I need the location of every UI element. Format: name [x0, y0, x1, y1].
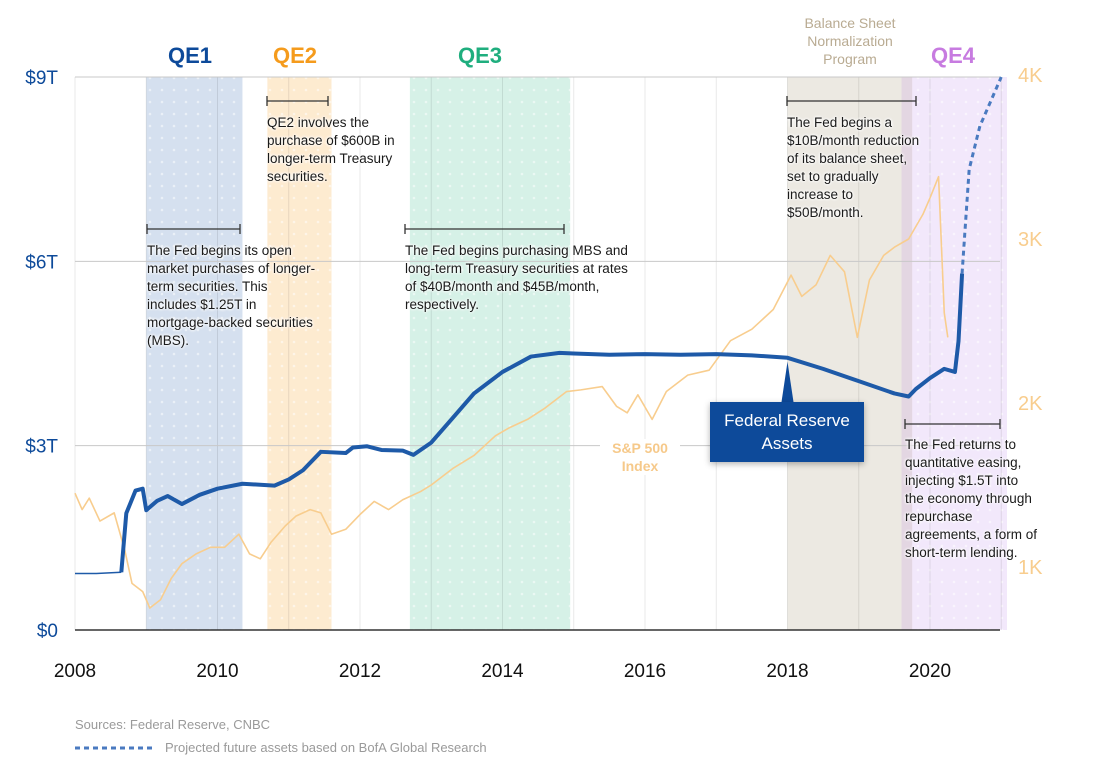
sp500-label: S&P 500 Index — [600, 439, 680, 475]
fed-assets-line-pre2008 — [75, 571, 122, 575]
annotation-bsnp: The Fed begins a $10B/month reduction of… — [787, 115, 920, 220]
period-band-dots — [267, 77, 332, 630]
qe2-label: QE2 — [273, 43, 318, 68]
x-tick-label: 2012 — [339, 661, 381, 682]
annotation-qe3: The Fed begins purchasing MBS and long-t… — [405, 243, 628, 312]
bsnp-label-line: Program — [823, 51, 877, 67]
annotation-qe4: The Fed returns to quantitative easing, … — [905, 437, 1038, 560]
bsnp-label-line: Normalization — [807, 33, 893, 49]
projected-assets-line — [960, 76, 1003, 274]
y-left-tick-label: $0 — [37, 621, 58, 642]
annotation-qe2: QE2 involves the purchase of $600B in lo… — [267, 115, 395, 184]
y-right-tick-label: 2K — [1018, 393, 1043, 415]
period-band-dots — [146, 77, 243, 630]
y-right-tick-label: 3K — [1018, 229, 1043, 251]
bsnp-label-line: Balance Sheet — [804, 15, 896, 31]
y-left-tick-label: $6T — [25, 252, 58, 273]
period-band-dots — [901, 77, 1007, 630]
x-tick-label: 2016 — [624, 661, 666, 682]
period-overlap — [901, 77, 913, 630]
callout-pointer — [781, 361, 794, 402]
dashed-line-swatch — [75, 746, 155, 749]
y-right-tick-label: 4K — [1018, 65, 1043, 87]
qe1-label: QE1 — [168, 43, 213, 68]
x-tick-label: 2020 — [909, 661, 951, 682]
sp500-label-line: Index — [621, 458, 659, 474]
qe4-label: QE4 — [931, 43, 976, 68]
x-tick-label: 2010 — [196, 661, 238, 682]
annotation-qe1: The Fed begins its open market purchases… — [147, 243, 316, 348]
period-band-balance-sheet-normalization-program — [787, 77, 913, 630]
qe3-label: QE3 — [458, 43, 503, 68]
fed-assets-callout: Federal Reserve Assets — [710, 402, 864, 462]
projection-legend: Projected future assets based on BofA Gl… — [75, 740, 487, 755]
sources-note: Sources: Federal Reserve, CNBC — [75, 717, 271, 732]
y-left-tick-label: $9T — [25, 68, 58, 89]
fed-assets-line — [119, 273, 965, 573]
sp500-line — [74, 175, 949, 609]
x-tick-label: 2018 — [766, 661, 808, 682]
x-tick-label: 2014 — [481, 661, 524, 682]
sp500-label-line: S&P 500 — [612, 440, 668, 456]
y-left-tick-label: $3T — [25, 437, 58, 458]
y-right-tick-label: 1K — [1018, 557, 1043, 579]
projection-legend-text: Projected future assets based on BofA Gl… — [165, 740, 487, 755]
x-tick-label: 2008 — [54, 661, 96, 682]
bsnp-label: Balance Sheet Normalization Program — [785, 14, 915, 68]
